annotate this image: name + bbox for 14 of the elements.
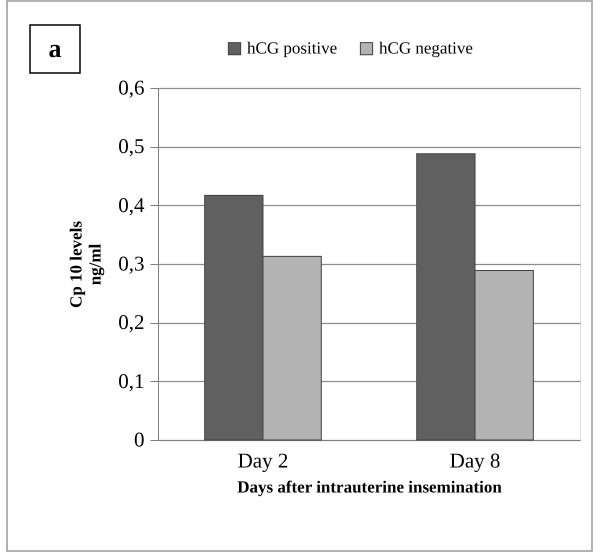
- y-tick-label: 0,2: [118, 310, 144, 334]
- legend-label: hCG negative: [379, 38, 473, 58]
- y-tick-label: 0: [134, 428, 144, 452]
- text: a: [48, 34, 62, 63]
- y-tick-label: 0,6: [118, 76, 144, 100]
- y-tick-label: 0,4: [118, 192, 145, 217]
- y-tick-label: 0,3: [118, 252, 144, 276]
- x-tick-label: Day 8: [450, 448, 500, 472]
- y-tick-label: 0,1: [118, 368, 144, 393]
- y-tick-label: 0,5: [118, 134, 144, 158]
- y-axis-title: Cp 10 levels ng/ml: [66, 220, 104, 308]
- x-axis-title: Days after intrauterine insemination: [237, 478, 502, 496]
- legend-label: hCG positive: [247, 38, 338, 58]
- x-tick-label: Day 2: [238, 448, 288, 472]
